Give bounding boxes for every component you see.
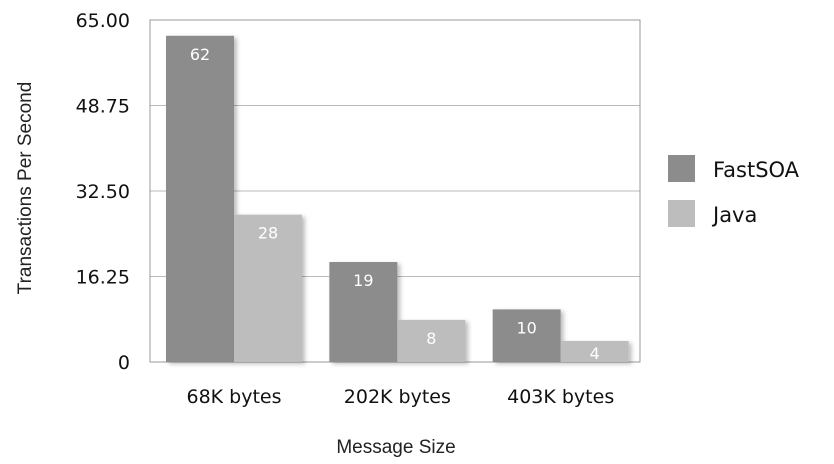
legend-label: Java xyxy=(711,203,757,227)
bar xyxy=(397,319,466,362)
y-tick-label: 65.00 xyxy=(76,10,130,32)
y-axis-ticks: 65.00 48.75 32.50 16.25 0 xyxy=(76,10,130,374)
legend-swatch xyxy=(668,155,695,182)
y-tick-label: 16.25 xyxy=(76,267,130,289)
bar xyxy=(329,262,398,362)
legend-swatch xyxy=(668,200,695,227)
x-tick-label: 403K bytes xyxy=(507,386,614,408)
bar xyxy=(560,340,629,362)
y-tick-label: 48.75 xyxy=(76,96,130,118)
bar xyxy=(166,35,234,363)
legend-label: FastSOA xyxy=(713,158,800,182)
x-tick-label: 202K bytes xyxy=(344,386,451,408)
bar xyxy=(492,309,561,362)
data-label: 4 xyxy=(590,344,600,363)
data-label: 19 xyxy=(353,271,373,290)
data-label: 10 xyxy=(516,318,536,337)
bar xyxy=(234,214,302,362)
data-labels: 62 28 19 8 10 4 xyxy=(190,45,600,363)
x-tick-label: 68K bytes xyxy=(186,386,281,408)
x-axis-label: Message Size xyxy=(336,437,455,458)
y-tick-label: 32.50 xyxy=(76,181,130,203)
data-label: 62 xyxy=(190,45,210,64)
legend: FastSOA Java xyxy=(668,155,800,227)
y-tick-label: 0 xyxy=(118,352,130,374)
y-axis-label: Transactions Per Second xyxy=(15,82,36,295)
bars xyxy=(166,35,629,363)
x-axis-categories: 68K bytes 202K bytes 403K bytes xyxy=(186,386,614,408)
data-label: 8 xyxy=(426,329,436,348)
data-label: 28 xyxy=(258,224,278,243)
